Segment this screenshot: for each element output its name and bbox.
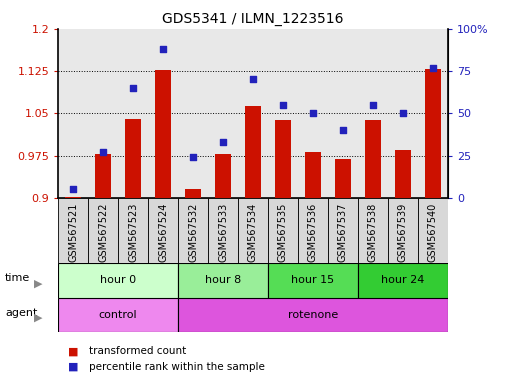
Point bbox=[278, 102, 286, 108]
Point bbox=[398, 110, 406, 116]
Bar bbox=[237, 29, 268, 198]
Text: GSM567540: GSM567540 bbox=[427, 203, 437, 262]
Bar bbox=[184, 189, 201, 198]
Bar bbox=[304, 152, 321, 198]
Point bbox=[428, 65, 436, 71]
Point bbox=[129, 85, 137, 91]
Bar bbox=[208, 29, 237, 198]
Bar bbox=[178, 298, 447, 332]
Point bbox=[69, 186, 77, 192]
Bar bbox=[387, 29, 417, 198]
Text: ■: ■ bbox=[68, 346, 79, 356]
Text: GSM567537: GSM567537 bbox=[337, 203, 347, 262]
Text: GSM567524: GSM567524 bbox=[158, 203, 168, 262]
Text: GSM567535: GSM567535 bbox=[277, 203, 287, 262]
Text: percentile rank within the sample: percentile rank within the sample bbox=[88, 362, 264, 372]
Bar bbox=[155, 70, 171, 198]
Bar bbox=[88, 29, 118, 198]
Text: ■: ■ bbox=[68, 362, 79, 372]
Point bbox=[248, 76, 257, 83]
Bar bbox=[394, 151, 410, 198]
Bar bbox=[417, 198, 447, 263]
Bar bbox=[58, 198, 88, 263]
Point bbox=[368, 102, 376, 108]
Bar bbox=[357, 29, 387, 198]
Bar bbox=[364, 120, 380, 198]
Bar bbox=[148, 198, 178, 263]
Bar bbox=[178, 198, 208, 263]
Bar bbox=[178, 263, 268, 298]
Bar bbox=[327, 198, 357, 263]
Text: GSM567522: GSM567522 bbox=[98, 203, 108, 263]
Bar bbox=[118, 198, 148, 263]
Text: control: control bbox=[98, 310, 137, 320]
Text: ▶: ▶ bbox=[34, 278, 42, 288]
Bar bbox=[148, 29, 178, 198]
Text: agent: agent bbox=[5, 308, 37, 318]
Text: GSM567521: GSM567521 bbox=[68, 203, 78, 262]
Bar bbox=[274, 120, 291, 198]
Bar bbox=[208, 198, 237, 263]
Point bbox=[338, 127, 346, 133]
Bar bbox=[58, 298, 178, 332]
Bar bbox=[334, 159, 350, 198]
Text: GSM567532: GSM567532 bbox=[188, 203, 197, 262]
Text: transformed count: transformed count bbox=[88, 346, 185, 356]
Bar bbox=[357, 198, 387, 263]
Text: GSM567533: GSM567533 bbox=[218, 203, 228, 262]
Text: GSM567536: GSM567536 bbox=[308, 203, 317, 262]
Point bbox=[308, 110, 316, 116]
Text: GSM567539: GSM567539 bbox=[397, 203, 407, 262]
Bar bbox=[244, 106, 261, 198]
Bar bbox=[268, 198, 297, 263]
Bar bbox=[417, 29, 447, 198]
Bar bbox=[424, 70, 440, 198]
Bar bbox=[65, 197, 81, 198]
Bar bbox=[58, 263, 178, 298]
Text: hour 0: hour 0 bbox=[100, 275, 136, 285]
Text: GSM567523: GSM567523 bbox=[128, 203, 138, 262]
Bar bbox=[58, 29, 88, 198]
Bar bbox=[214, 154, 231, 198]
Point bbox=[219, 139, 227, 145]
Text: rotenone: rotenone bbox=[287, 310, 337, 320]
Bar bbox=[268, 29, 297, 198]
Text: hour 8: hour 8 bbox=[205, 275, 241, 285]
Point bbox=[99, 149, 107, 155]
Bar bbox=[118, 29, 148, 198]
Bar bbox=[327, 29, 357, 198]
Bar bbox=[125, 119, 141, 198]
Text: time: time bbox=[5, 273, 30, 283]
Bar bbox=[268, 263, 357, 298]
Bar bbox=[297, 29, 327, 198]
Bar bbox=[178, 29, 208, 198]
Text: GSM567538: GSM567538 bbox=[367, 203, 377, 262]
Text: hour 24: hour 24 bbox=[380, 275, 424, 285]
Bar bbox=[387, 198, 417, 263]
Text: ▶: ▶ bbox=[34, 313, 42, 323]
Point bbox=[159, 46, 167, 52]
Text: GDS5341 / ILMN_1223516: GDS5341 / ILMN_1223516 bbox=[162, 12, 343, 25]
Bar bbox=[88, 198, 118, 263]
Bar bbox=[237, 198, 268, 263]
Point bbox=[189, 154, 197, 160]
Bar bbox=[297, 198, 327, 263]
Text: hour 15: hour 15 bbox=[291, 275, 334, 285]
Text: GSM567534: GSM567534 bbox=[247, 203, 258, 262]
Bar bbox=[95, 154, 111, 198]
Bar bbox=[357, 263, 447, 298]
